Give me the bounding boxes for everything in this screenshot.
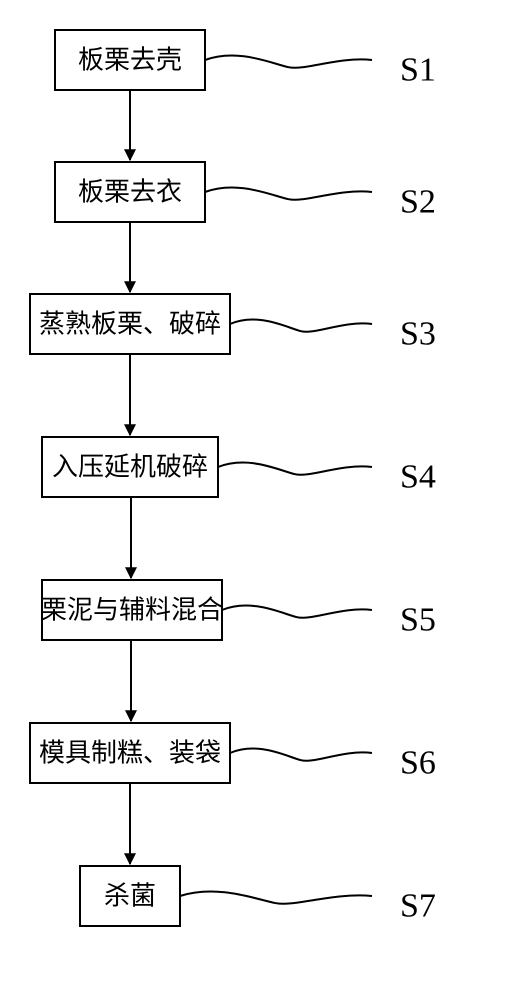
connector-s3 [230, 320, 372, 332]
connector-s2 [205, 188, 372, 200]
connector-s4 [218, 463, 372, 475]
step-label-s3: S3 [400, 316, 436, 353]
step-label-s4: S4 [400, 459, 436, 496]
step-label-s5: S5 [400, 602, 436, 639]
connector-s5 [222, 606, 372, 618]
step-label-s7: S7 [400, 888, 436, 925]
step-label-s1: S1 [400, 52, 436, 89]
connector-s1 [205, 56, 372, 68]
step-label-s6: S6 [400, 745, 436, 782]
flow-node-text-s6: 模具制糕、装袋 [39, 739, 221, 768]
flow-node-text-s5: 栗泥与辅料混合 [41, 596, 223, 625]
flow-node-text-s3: 蒸熟板栗、破碎 [39, 310, 221, 339]
flow-node-text-s7: 杀菌 [104, 882, 156, 911]
flow-node-text-s4: 入压延机破碎 [52, 453, 208, 482]
flow-node-text-s2: 板栗去衣 [78, 178, 182, 207]
connector-s6 [230, 749, 372, 761]
connector-s7 [180, 892, 372, 904]
flow-node-text-s1: 板栗去壳 [78, 46, 182, 75]
step-label-s2: S2 [400, 184, 436, 221]
